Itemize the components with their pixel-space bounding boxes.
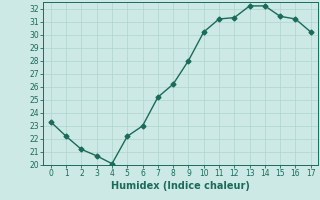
X-axis label: Humidex (Indice chaleur): Humidex (Indice chaleur) [111,181,250,191]
